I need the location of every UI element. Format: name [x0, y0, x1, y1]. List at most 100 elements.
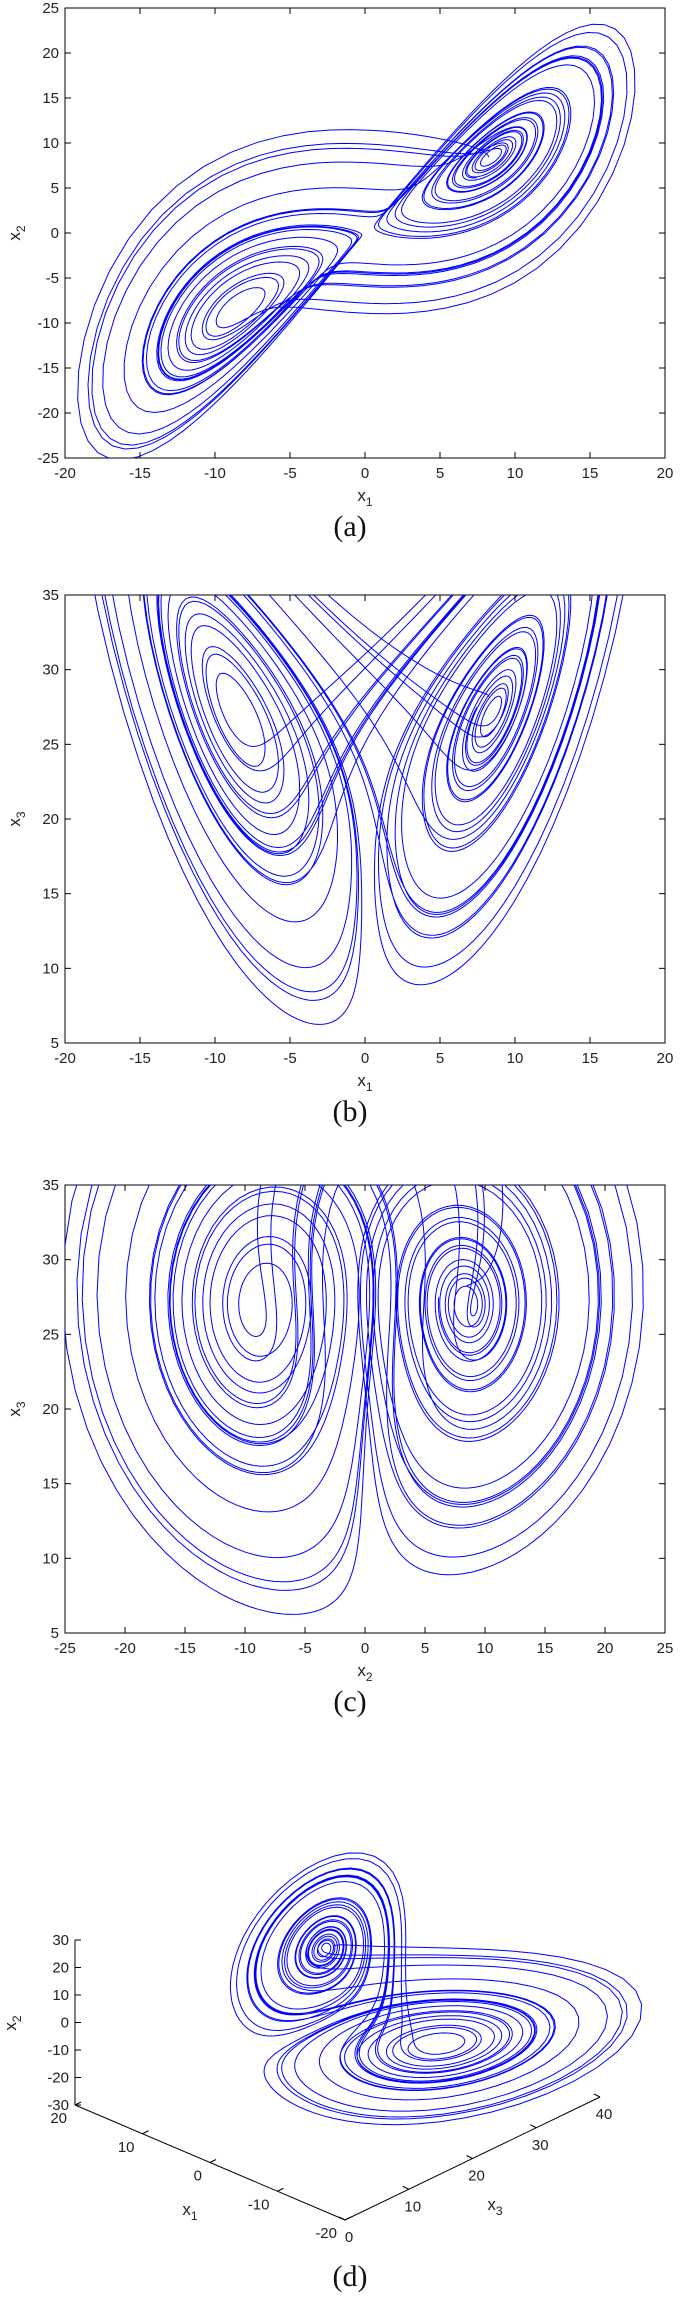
y-tick-label: 15 [42, 886, 59, 903]
x-tick-label: 10 [507, 1050, 524, 1067]
x-tick-label: -15 [129, 465, 151, 482]
x-tick-label: 20 [597, 1640, 614, 1657]
plot-frame [64, 7, 666, 459]
y-tick-label: 15 [42, 1476, 59, 1493]
x1-axis-label: x1 [182, 2200, 198, 2223]
x-tick-label: 0 [361, 465, 369, 482]
panel-a: -20 -15 -10 -5 0 5 10 15 20 -25 -20 -15 -10 -5 0 5 10 15 2… [0, 0, 700, 560]
x1-tick [344, 2216, 352, 2221]
y-tick-label: -10 [37, 315, 59, 332]
y-tick-label: -20 [37, 405, 59, 422]
x-tick-label: 10 [507, 465, 524, 482]
x1-tick-label: -20 [315, 2225, 337, 2242]
chart-d: 0 10 20 30 40 20 10 0 -10 -20 30 20 10 0 -10 -20 -30 x3 x1… [1, 1852, 643, 2246]
chart-a: -20 -15 -10 -5 0 5 10 15 20-25-20-15-10-50510152… [5, 0, 674, 509]
x-tick-label: -20 [54, 1050, 76, 1067]
trajectory-line [229, 1852, 643, 2126]
caption-a: (a) [333, 510, 367, 543]
x-tick-label: -25 [54, 1640, 76, 1657]
x3-tick-label: 20 [468, 2168, 485, 2185]
panel-b: -20 -15 -10 -5 0 5 10 15 20 5 10 15 20 25 30 35 x1 x3 (b) [0, 575, 700, 1155]
x1-tick-label: 0 [194, 2168, 202, 2185]
x-tick-label: 20 [657, 465, 674, 482]
x2-tick-label: 20 [52, 1960, 69, 1977]
panel-d: 0 10 20 30 40 20 10 0 -10 -20 30 20 10 0 -10 -20 -30 x3 x1… [0, 1765, 700, 2316]
caption-d: (d) [332, 2260, 368, 2293]
caption-b: (b) [332, 1095, 368, 1128]
y-tick-label: 5 [51, 180, 59, 197]
y-axis-label: x3 [5, 1401, 28, 1417]
x-tick-label: 20 [657, 1050, 674, 1067]
y-tick-label: 25 [42, 736, 59, 753]
x-tick-label: 0 [361, 1050, 369, 1067]
x-tick-label: -5 [298, 1640, 311, 1657]
y-axis-label: x3 [5, 811, 28, 827]
panel-c: -25 -20 -15 -10 -5 0 5 10 15 20 25 5 10 15 20 25 30 35 x2 x… [0, 1165, 700, 1745]
x-tick-label: -5 [283, 1050, 296, 1067]
x3-tick [530, 2124, 537, 2129]
chart-b: -20 -15 -10 -5 0 5 10 15 20 5 10 15 20 25 30 35 x1 x3 [5, 587, 674, 1094]
x-tick-label: -10 [204, 1050, 226, 1067]
x3-tick-label: 30 [532, 2137, 549, 2154]
x1-tick [142, 2130, 149, 2135]
y-tick-label: 5 [51, 1035, 59, 1052]
x-tick-label: 5 [436, 465, 444, 482]
x-tick-label: 15 [582, 1050, 599, 1067]
trajectory-line [77, 23, 636, 458]
x3-tick [593, 2093, 601, 2098]
y-tick-label: 35 [42, 587, 59, 604]
x2-axis-label: x2 [1, 2015, 24, 2031]
y-tick-label: 30 [42, 1252, 59, 1269]
x-tick-label: 5 [421, 1640, 429, 1657]
y-tick-label: 10 [42, 960, 59, 977]
x-tick-label: -10 [234, 1640, 256, 1657]
plot-frame [64, 594, 666, 1044]
x-tick-label: 5 [436, 1050, 444, 1067]
x-tick-label: -20 [114, 1640, 136, 1657]
x3-tick [466, 2155, 473, 2159]
y-tick-label: -15 [37, 360, 59, 377]
x1-tick-label: 10 [118, 2139, 135, 2156]
x-tick-label: -15 [174, 1640, 196, 1657]
y-tick-label: 15 [42, 90, 59, 107]
trajectory-line [65, 1185, 644, 1615]
x2-tick-label: 10 [52, 1987, 69, 2004]
x-tick-label: 10 [477, 1640, 494, 1657]
x-tick-label: 15 [582, 465, 599, 482]
y-tick-label: 30 [42, 662, 59, 679]
x1-tick [209, 2159, 217, 2163]
x3-tick-label: 0 [345, 2229, 353, 2246]
x1-tick [277, 2187, 284, 2192]
y-tick-label: 20 [42, 1401, 59, 1418]
trajectory-line [94, 595, 624, 1025]
x3-tick-label: 40 [596, 2106, 613, 2123]
x2-tick-label: -10 [47, 2042, 69, 2059]
x2-tick-label: 0 [61, 2015, 69, 2032]
x1-tick-label: 20 [50, 2110, 67, 2127]
x-axis-label: x1 [357, 486, 373, 509]
y-tick-label: 25 [42, 1326, 59, 1343]
y-axis-label: x2 [5, 225, 28, 241]
y-tick-label: -5 [46, 270, 59, 287]
y-tick-label: 5 [51, 1625, 59, 1642]
y-tick-label: 25 [42, 0, 59, 17]
y-tick-label: 35 [42, 1177, 59, 1194]
x2-tick-label: 30 [52, 1932, 69, 1949]
x3-tick [338, 2216, 346, 2221]
x-tick-label: 15 [537, 1640, 554, 1657]
x-tick-label: -15 [129, 1050, 151, 1067]
y-tick-label: 20 [42, 811, 59, 828]
x-tick-label: -5 [283, 465, 296, 482]
x-tick-label: 25 [657, 1640, 674, 1657]
y-tick-label: 10 [42, 1550, 59, 1567]
y-tick-label: -25 [37, 450, 59, 467]
y-tick-label: 10 [42, 135, 59, 152]
x3-tick [402, 2185, 409, 2190]
y-tick-label: 0 [51, 225, 59, 242]
x-axis-label: x1 [357, 1071, 373, 1094]
x2-tick-label: -30 [47, 2097, 69, 2114]
x2-tick-label: -20 [47, 2070, 69, 2087]
chart-c: -25 -20 -15 -10 -5 0 5 10 15 20 25 5 10 15 20 25 30 35 x2 x… [5, 1177, 674, 1684]
x-tick-label: 0 [361, 1640, 369, 1657]
x-axis-label: x2 [357, 1661, 373, 1684]
